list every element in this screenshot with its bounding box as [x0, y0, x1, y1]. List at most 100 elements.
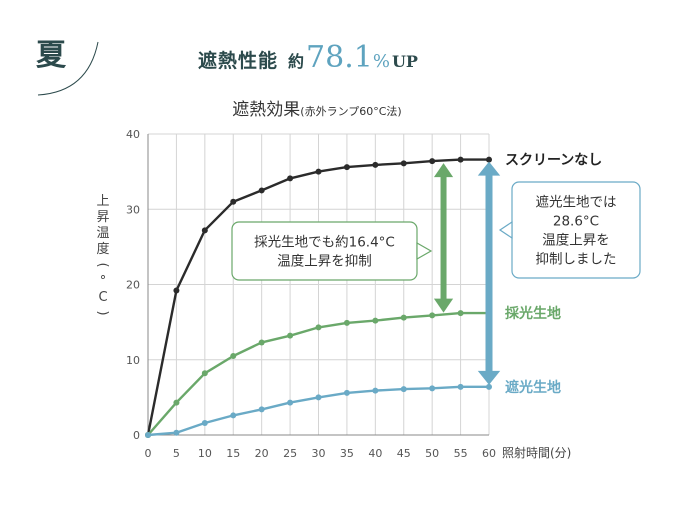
- data-point: [372, 161, 379, 168]
- data-point: [486, 383, 492, 390]
- headline: 遮熱性能 約78.1% UP: [198, 40, 418, 75]
- callout-text-line: 採光生地でも約16.4°C: [254, 235, 395, 251]
- y-axis-label-char: 温: [96, 226, 109, 241]
- callout-text-line: 温度上昇を抑制: [277, 254, 372, 270]
- chart-title: 遮熱効果(赤外ランプ60°C法): [232, 100, 401, 120]
- callout-text-line: 抑制しました: [536, 252, 617, 268]
- y-axis-label-char: 度: [96, 241, 109, 257]
- x-tick-label: 0: [145, 447, 152, 460]
- data-point: [201, 419, 208, 426]
- data-point: [230, 198, 237, 205]
- data-point: [201, 227, 208, 234]
- x-tick-label: 5: [173, 447, 180, 460]
- arrow-head-top: [433, 163, 454, 178]
- headline-value: 78.1: [306, 40, 373, 75]
- callout-text-line: 28.6°C: [553, 214, 599, 230]
- y-axis-label-char: °: [100, 274, 107, 289]
- season-arc-decoration: [37, 41, 99, 96]
- x-tick-label: 55: [454, 447, 468, 460]
- chart-title-subtitle: (赤外ランプ60°C法): [300, 104, 401, 118]
- data-point: [230, 352, 237, 359]
- data-point: [315, 394, 322, 401]
- x-tick-label: 45: [397, 447, 411, 460]
- data-point: [486, 156, 492, 163]
- data-point: [343, 319, 350, 326]
- chart-grid: [148, 133, 490, 435]
- x-tick-label: 30: [312, 447, 326, 460]
- callout-pointer: [416, 241, 433, 261]
- data-point: [372, 317, 379, 324]
- data-point: [400, 160, 407, 167]
- series-label-0: スクリーンなし: [505, 153, 602, 169]
- data-point: [145, 432, 151, 438]
- series-label-2: 遮光生地: [505, 379, 561, 396]
- green-difference-arrow: [433, 163, 454, 313]
- y-axis-label-char: 昇: [96, 210, 109, 225]
- x-tick-label: 60: [482, 447, 496, 460]
- data-point: [201, 370, 208, 377]
- data-point: [457, 383, 464, 390]
- x-tick-label: 25: [283, 447, 297, 460]
- callout-box: [231, 221, 418, 281]
- y-axis-label-char: (: [95, 262, 110, 267]
- data-point: [457, 156, 464, 163]
- data-point: [400, 386, 407, 393]
- data-point: [429, 385, 436, 392]
- data-point: [258, 406, 265, 413]
- x-tick-label: 20: [255, 447, 269, 460]
- callout-green: 採光生地でも約16.4°C 温度上昇を抑制: [231, 221, 433, 281]
- data-point: [400, 314, 407, 321]
- chart-title-main: 遮熱効果: [232, 100, 300, 120]
- blue-difference-arrow: [477, 161, 501, 385]
- callout-pointer: [498, 220, 513, 240]
- data-point: [230, 412, 237, 419]
- y-axis-label-char: C: [98, 290, 107, 305]
- data-point: [429, 158, 436, 165]
- y-tick-label: 0: [133, 429, 140, 442]
- chart-tick-labels: 0 10 20 30 40 0 5 10 15 20 25 30 35 40 45 50 55 60: [126, 128, 496, 460]
- headline-suffix: UP: [391, 52, 418, 71]
- arrow-head-bottom: [477, 370, 501, 385]
- data-point: [457, 310, 464, 317]
- data-point: [173, 429, 180, 436]
- headline-prefix: 約: [288, 52, 305, 71]
- y-tick-label: 10: [126, 354, 140, 367]
- callout-text-line: 温度上昇を: [542, 233, 610, 249]
- data-point: [315, 168, 322, 175]
- data-point: [173, 287, 180, 294]
- data-point: [343, 389, 350, 396]
- season-label: 夏: [36, 38, 66, 73]
- data-point: [258, 187, 265, 194]
- callout-text-line: 遮光生地では: [536, 195, 617, 211]
- chart-series: [145, 156, 492, 438]
- x-axis-label: 照射時間(分): [502, 445, 571, 460]
- y-tick-label: 30: [126, 203, 140, 216]
- data-point: [258, 339, 265, 346]
- y-axis-label-char: ): [95, 310, 110, 315]
- chart-arrows: [433, 161, 501, 385]
- x-tick-label: 15: [226, 447, 240, 460]
- data-point: [173, 399, 180, 406]
- y-tick-label: 20: [126, 279, 140, 292]
- x-tick-label: 50: [425, 447, 439, 460]
- x-tick-label: 10: [198, 447, 212, 460]
- arrow-head-bottom: [433, 298, 454, 313]
- chart-axes: [147, 134, 489, 436]
- data-point: [372, 387, 379, 394]
- arrow-head-top: [477, 161, 501, 176]
- x-tick-label: 35: [340, 447, 354, 460]
- headline-percent: %: [372, 51, 390, 72]
- data-point: [343, 164, 350, 171]
- data-point: [287, 175, 294, 182]
- headline-title: 遮熱性能: [198, 50, 279, 72]
- data-point: [287, 332, 294, 339]
- x-tick-label: 40: [368, 447, 382, 460]
- y-tick-label: 40: [126, 128, 140, 141]
- series-label-1: 採光生地: [505, 305, 561, 322]
- y-axis-label-char: 上: [96, 194, 109, 209]
- data-point: [287, 399, 294, 406]
- data-point: [315, 324, 322, 331]
